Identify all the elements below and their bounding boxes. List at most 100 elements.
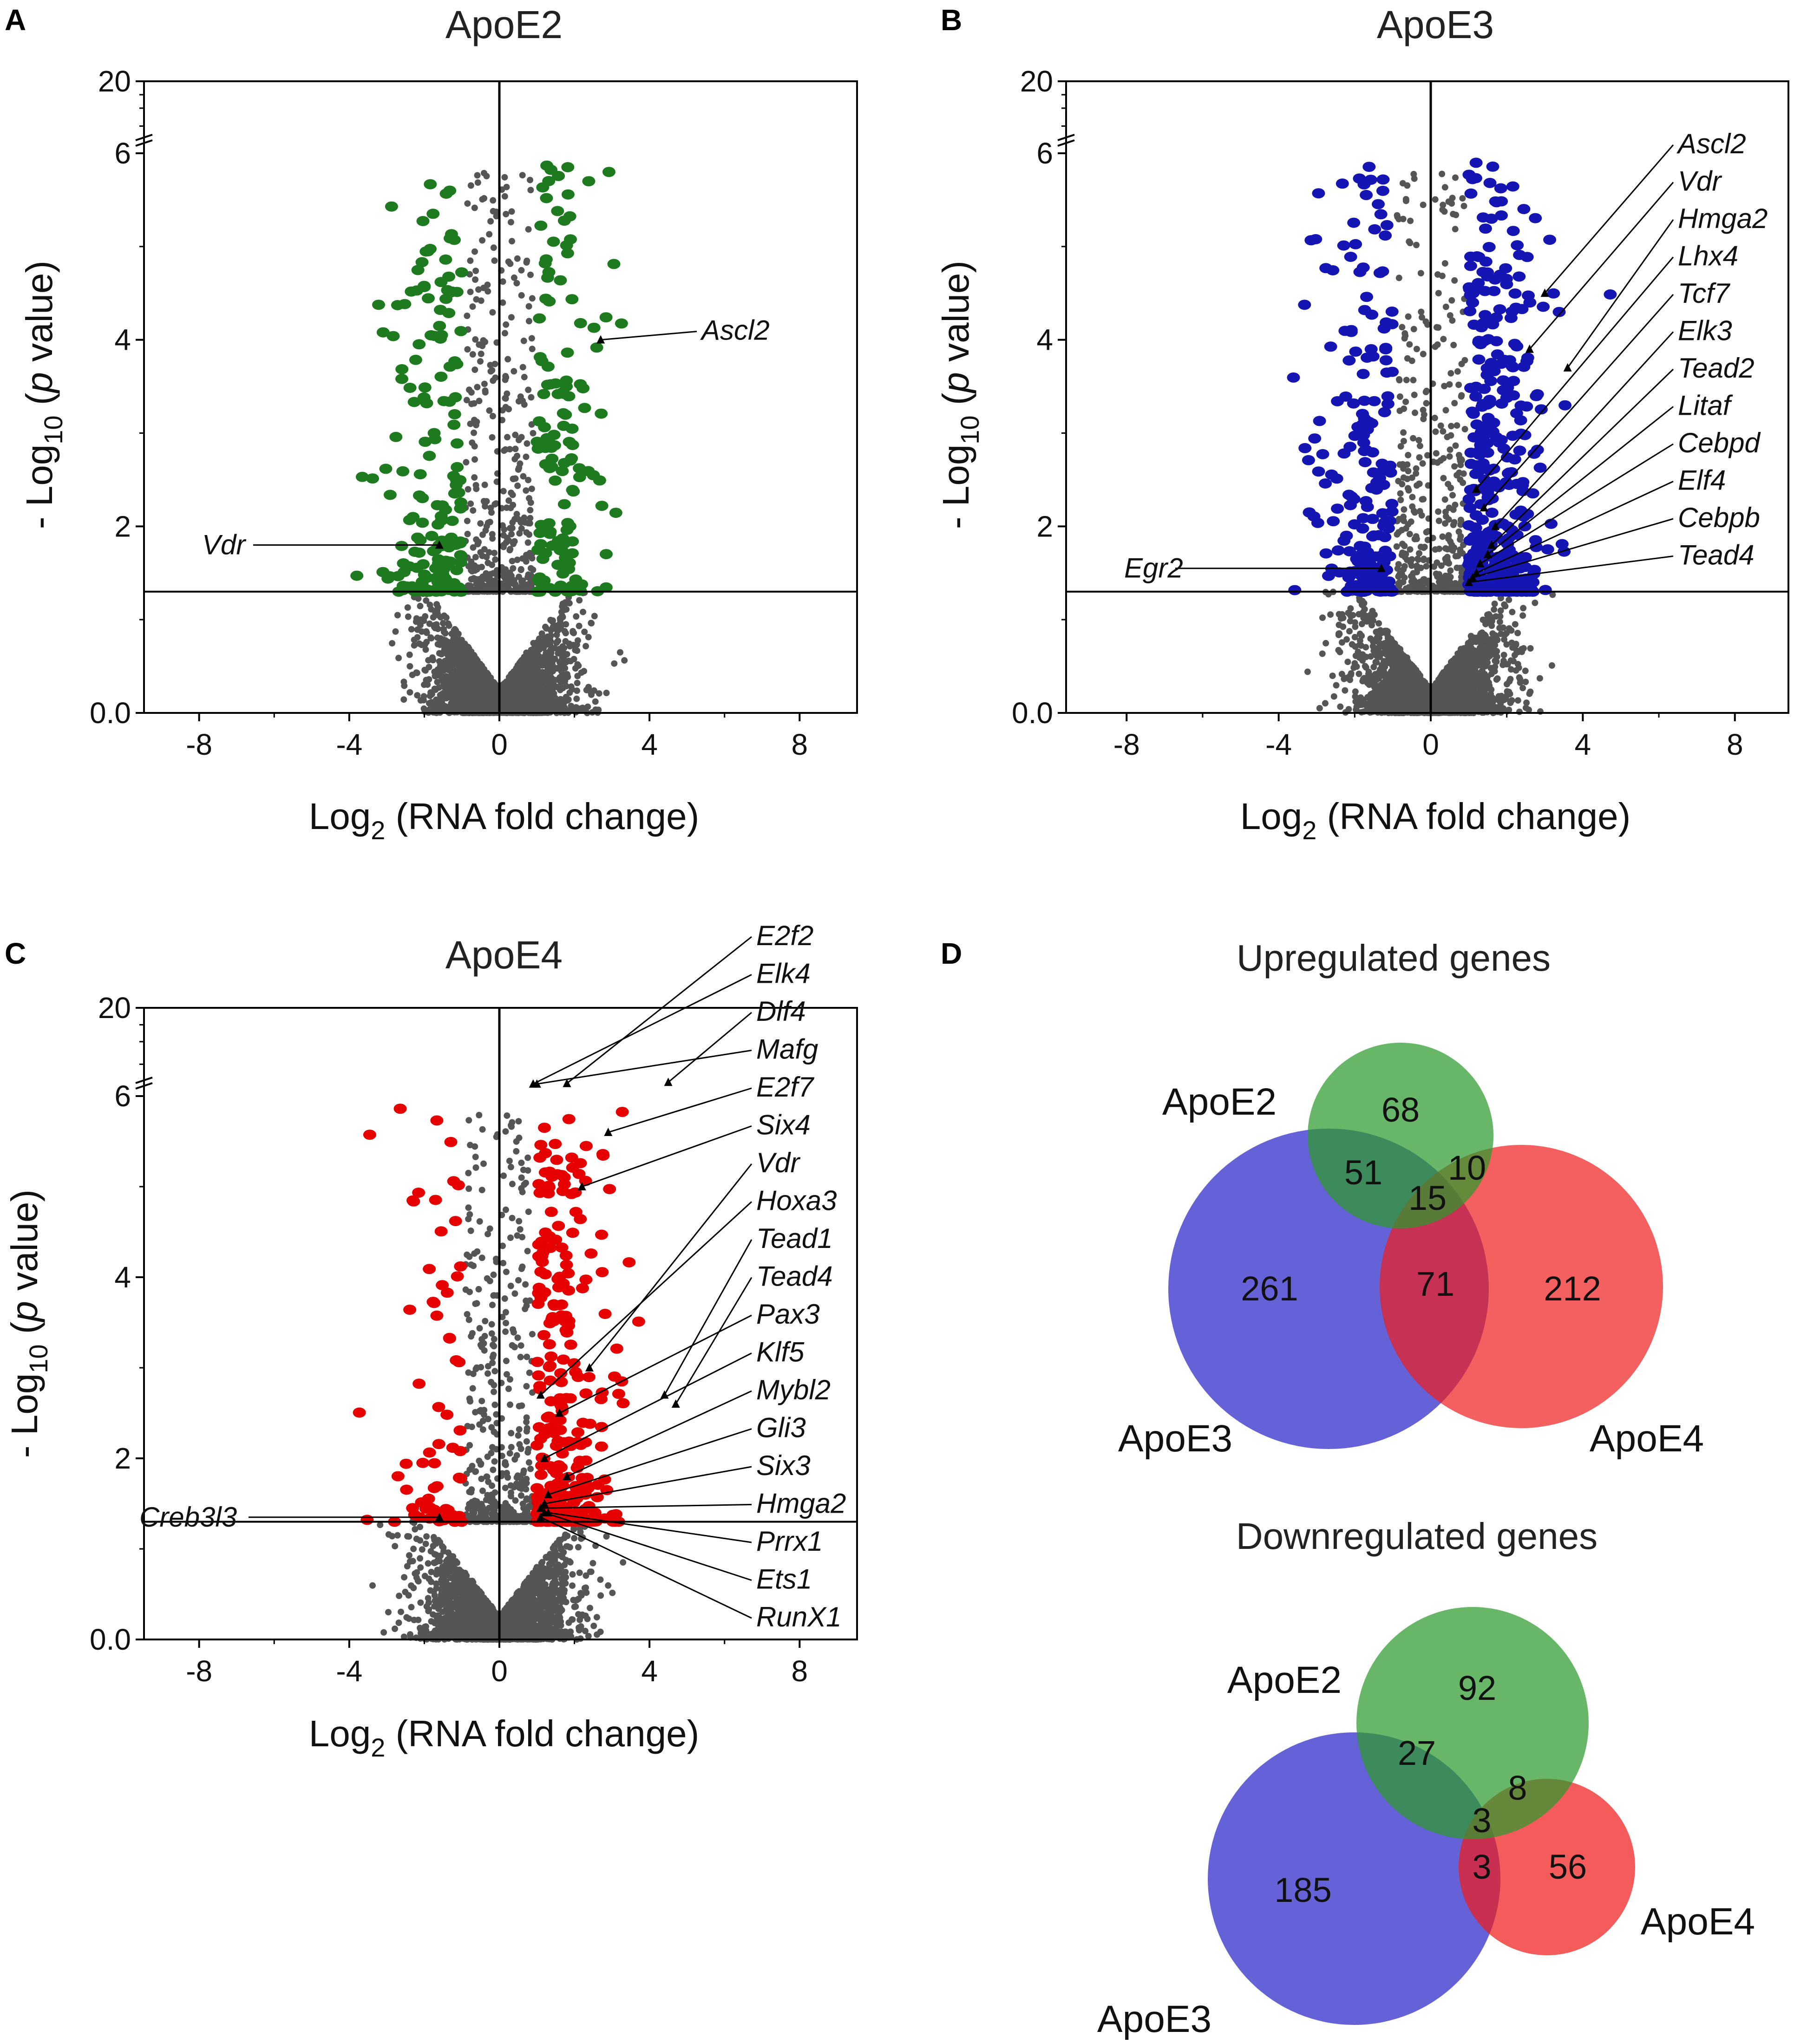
ns-point	[550, 624, 557, 631]
ns-point	[1367, 653, 1374, 660]
ns-point	[448, 639, 455, 646]
ns-point	[505, 497, 512, 504]
ns-point	[588, 691, 595, 698]
ns-point	[502, 395, 509, 402]
sig-point	[442, 308, 456, 318]
x-tick-label: -8	[186, 728, 212, 761]
ns-point	[527, 507, 534, 514]
ns-point	[576, 622, 583, 629]
ns-point	[553, 632, 560, 638]
sig-point	[439, 254, 452, 265]
ns-point	[440, 628, 447, 635]
ns-point	[437, 692, 444, 699]
gene-label: Vdr	[202, 529, 246, 561]
sig-point	[410, 285, 424, 296]
ns-point	[442, 643, 449, 650]
ns-point	[464, 517, 471, 524]
ns-point	[511, 456, 518, 463]
ns-point	[528, 485, 535, 492]
sig-point	[434, 372, 448, 382]
ns-point	[481, 380, 488, 387]
ns-point	[499, 583, 506, 590]
ns-point	[508, 314, 515, 321]
ns-point	[572, 647, 579, 653]
ns-point	[490, 197, 497, 204]
ns-point	[542, 673, 549, 679]
sig-point	[397, 567, 411, 577]
sig-point	[451, 462, 464, 472]
ns-point	[501, 193, 508, 200]
ns-point	[520, 337, 527, 344]
sig-point	[422, 293, 435, 304]
ns-point	[418, 628, 425, 635]
sig-point	[437, 396, 451, 406]
ns-point	[504, 356, 511, 363]
sig-point	[397, 558, 410, 568]
ns-point	[512, 445, 519, 452]
ns-point	[400, 696, 407, 703]
ns-point	[411, 642, 418, 649]
sig-point	[537, 575, 551, 586]
ns-point	[561, 699, 567, 706]
ns-point	[423, 628, 430, 635]
ns-point	[523, 552, 530, 558]
ns-point	[603, 690, 610, 696]
ns-point	[472, 276, 478, 283]
ns-point	[488, 681, 495, 688]
ns-point	[504, 535, 511, 542]
ns-point	[1506, 596, 1512, 603]
ns-point	[524, 440, 530, 447]
ns-point	[504, 434, 511, 441]
sig-point	[428, 331, 441, 341]
ns-point	[511, 274, 517, 281]
ns-point	[480, 498, 487, 505]
panel-a-points	[350, 160, 628, 716]
ns-point	[525, 303, 532, 310]
sig-point	[405, 581, 419, 592]
ns-point	[1510, 658, 1517, 665]
ns-point	[567, 706, 574, 713]
ns-point	[518, 292, 525, 299]
sig-point	[443, 185, 457, 196]
sig-point	[544, 443, 558, 453]
ns-point	[1519, 612, 1526, 619]
ns-point	[570, 628, 576, 635]
ns-point	[468, 648, 475, 655]
sig-point	[407, 397, 421, 407]
ns-point	[489, 434, 496, 441]
ns-point	[484, 705, 491, 712]
sig-point	[453, 475, 467, 485]
x-tick-label: -4	[336, 728, 362, 761]
ns-point	[1335, 647, 1342, 653]
ns-point	[476, 668, 483, 675]
ns-point	[481, 481, 488, 488]
y-tick-label: 2	[114, 509, 131, 543]
ns-point	[509, 238, 515, 245]
sig-point	[538, 422, 551, 432]
y-tick-label: 4	[114, 323, 131, 357]
ns-point	[474, 172, 481, 179]
x-tick-label: 0	[491, 728, 508, 761]
sig-point	[418, 382, 432, 393]
ns-point	[471, 204, 478, 211]
x-tick-label: 8	[792, 728, 808, 761]
ns-point	[1316, 705, 1323, 712]
ns-point	[543, 690, 550, 697]
sig-point	[454, 326, 468, 336]
ns-point	[525, 318, 532, 325]
ns-point	[1322, 700, 1329, 707]
ns-point	[566, 600, 573, 607]
ns-point	[547, 638, 554, 645]
sig-point	[389, 431, 403, 442]
ns-point	[489, 413, 496, 419]
ns-point	[434, 626, 441, 632]
sig-point	[355, 471, 369, 482]
ns-point	[472, 268, 479, 274]
ns-point	[467, 288, 474, 295]
ns-point	[576, 597, 583, 604]
ns-point	[554, 701, 561, 708]
ns-point	[539, 639, 546, 646]
sig-point	[372, 300, 385, 310]
ns-point	[580, 706, 587, 712]
ns-point	[483, 173, 490, 180]
